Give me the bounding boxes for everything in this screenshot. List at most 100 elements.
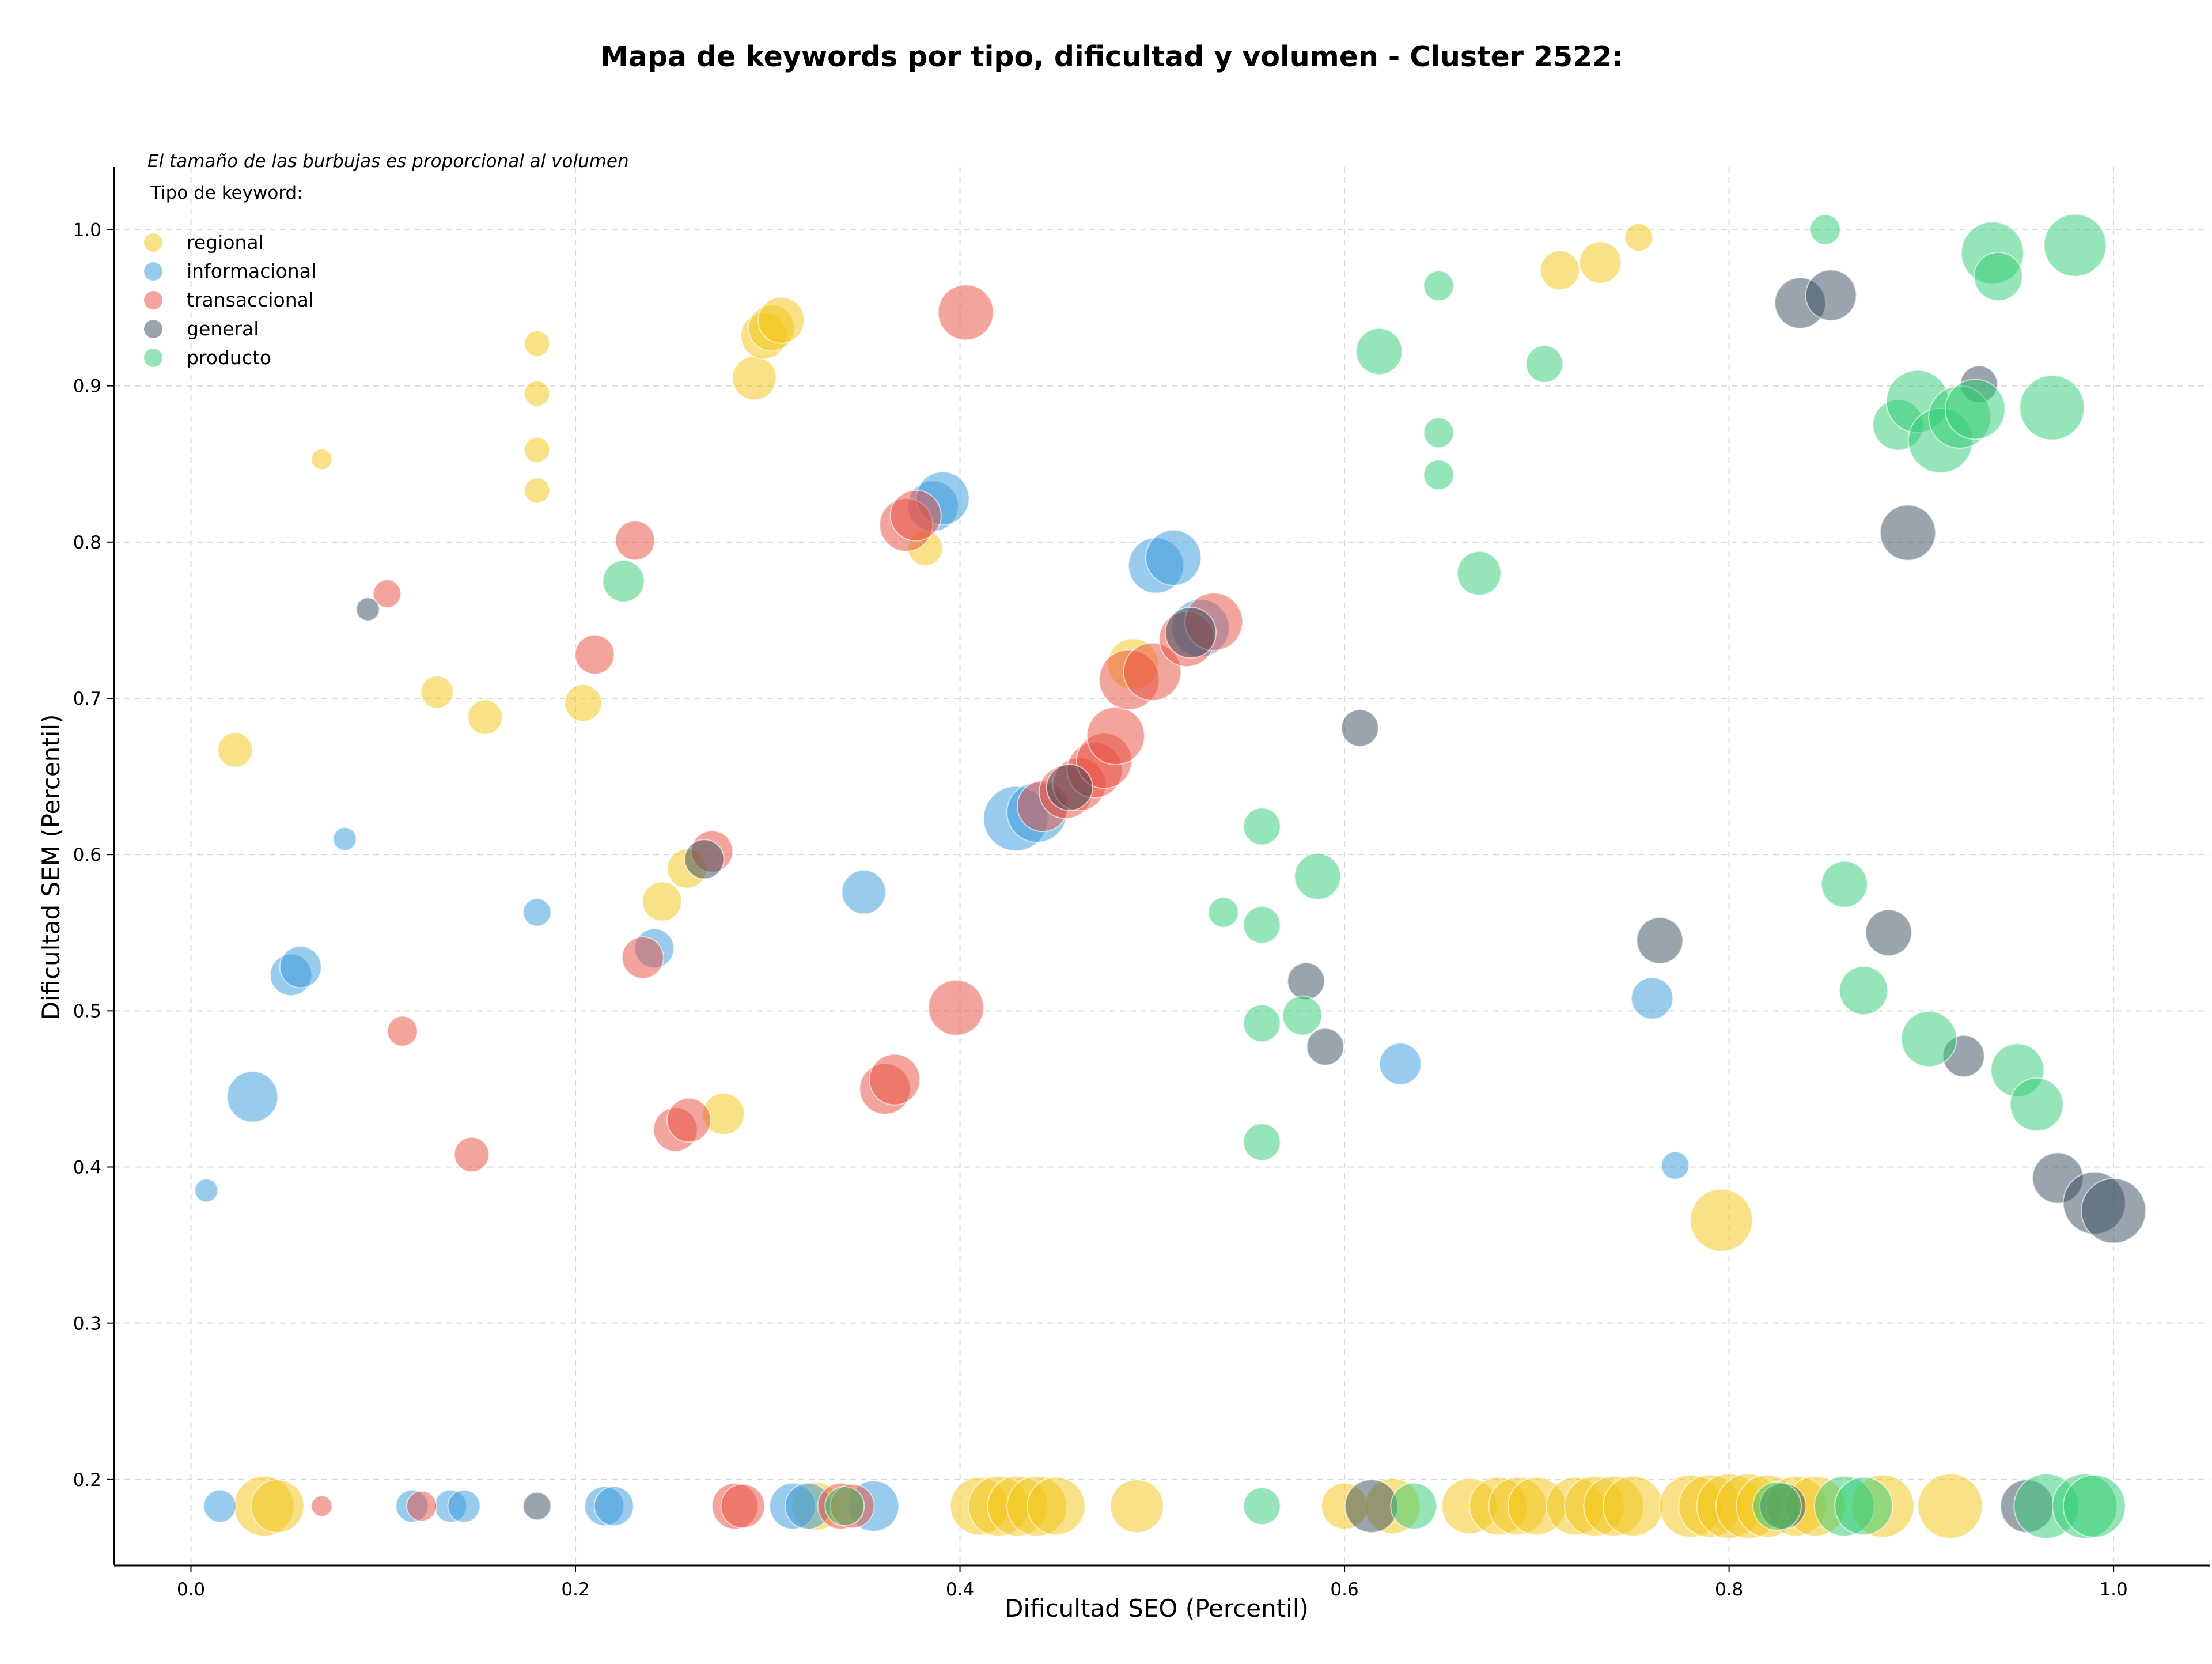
bubble-regional [524, 330, 551, 357]
bubble-transaccional [927, 979, 984, 1036]
y-tick-label: 0.7 [73, 689, 101, 709]
bubble-producto [1282, 995, 1323, 1036]
bubble-general [1306, 1027, 1344, 1066]
y-axis-label: Dificultad SEM (Percentil) [37, 714, 65, 1020]
bubble-informacional [332, 827, 357, 852]
bubble-transaccional [1086, 706, 1145, 766]
legend: regional informacional transaccional genera… [144, 231, 316, 369]
bubble-transaccional [372, 579, 402, 608]
bubble-producto [1243, 1123, 1281, 1162]
bubble-producto [1243, 906, 1281, 944]
bubble-regional [524, 380, 551, 407]
bubble-producto [1820, 860, 1868, 908]
bubble-size-note: El tamaño de las burbujas es proporciona… [147, 151, 629, 172]
series-transaccional [310, 284, 1244, 1530]
x-axis-label: Dificultad SEO (Percentil) [1005, 1594, 1309, 1623]
bubble-informacional [1145, 529, 1202, 586]
bubble-general [1344, 1478, 1399, 1533]
bubble-general [1046, 763, 1093, 811]
bubble-transaccional [615, 520, 656, 561]
legend-title: Tipo de keyword: [150, 183, 303, 203]
bubble-general [1287, 962, 1325, 1000]
bubble-producto [1207, 897, 1239, 928]
bubble-producto [1973, 251, 2023, 301]
bubble-producto [1423, 270, 1455, 302]
bubble-general [684, 839, 725, 880]
bubble-regional [1109, 1478, 1164, 1533]
bubble-producto [824, 1485, 865, 1526]
bubble-producto [1355, 327, 1403, 375]
bubble-regional [642, 881, 683, 922]
bubble-regional [524, 436, 551, 463]
legend-marker-informacional [144, 262, 162, 281]
bubble-transaccional [720, 1483, 766, 1529]
bubble-informacional [194, 1178, 219, 1203]
bubble-producto [2019, 375, 2085, 441]
bubble-regional [564, 684, 603, 723]
x-tick-label: 0.2 [561, 1579, 589, 1600]
bubble-general [1879, 504, 1936, 561]
bubble-producto [1752, 1481, 1802, 1531]
bubble-producto [1423, 459, 1455, 491]
bubble-general [1805, 269, 1857, 322]
bubble-regional [420, 675, 454, 709]
legend-label-producto: producto [187, 346, 271, 369]
series-producto [602, 213, 2126, 1539]
bubble-transaccional [453, 1136, 490, 1173]
legend-marker-general [144, 320, 162, 338]
bubble-producto [1809, 214, 1841, 245]
bubble-transaccional [574, 634, 615, 675]
legend-label-informacional: informacional [187, 260, 316, 282]
bubble-producto [1944, 379, 2006, 440]
y-tick-label: 0.3 [73, 1314, 101, 1334]
bubble-informacional [1661, 1151, 1690, 1180]
y-tick-label: 0.6 [73, 845, 101, 865]
bubble-producto [1525, 345, 1564, 383]
x-tick-label: 0.4 [946, 1579, 974, 1600]
bubble-producto [1243, 1487, 1281, 1525]
bubble-regional [524, 477, 551, 504]
bubble-transaccional [889, 489, 942, 542]
ticks: 0.0 0.2 0.4 0.6 0.8 1.0 0.2 0.3 0.4 0.5 0.6 0.7 0.8 0… [73, 220, 2128, 1600]
x-tick-label: 0.6 [1330, 1579, 1358, 1600]
bubble-producto [1900, 1011, 1957, 1068]
x-tick-label: 0.8 [1715, 1579, 1743, 1600]
bubble-transaccional [406, 1490, 438, 1522]
bubble-transaccional [310, 1495, 333, 1517]
bubble-regional [1539, 249, 1580, 290]
legend-label-general: general [187, 317, 259, 340]
bubble-informacional [203, 1489, 237, 1523]
bubble-transaccional [387, 1015, 418, 1047]
bubble-producto [1839, 966, 1889, 1016]
y-tick-label: 0.5 [73, 1001, 101, 1022]
x-tick-label: 0.0 [177, 1579, 205, 1600]
axes [113, 167, 2210, 1567]
bubble-producto [1390, 1482, 1438, 1530]
bubble-producto [2043, 213, 2107, 277]
bubble-informacional [841, 869, 887, 915]
bubble-general [1165, 607, 1217, 659]
bubble-producto [2009, 1077, 2064, 1132]
bubble-informacional [447, 1489, 481, 1523]
bubble-general [1340, 709, 1379, 747]
x-tick-label: 1.0 [2099, 1579, 2127, 1600]
bubble-general [1636, 917, 1684, 965]
series-regional [217, 223, 1983, 1539]
bubble-producto [1294, 853, 1342, 901]
series-general [355, 269, 2147, 1533]
chart-title: Mapa de keywords por tipo, dificultad y … [600, 40, 1623, 73]
legend-marker-regional [144, 233, 162, 252]
bubble-regional [250, 1478, 305, 1533]
y-tick-label: 0.9 [73, 376, 101, 397]
bubble-regional [1624, 223, 1653, 252]
bubble-producto [1243, 1004, 1281, 1043]
bubble-producto [1423, 417, 1455, 448]
bubbles [194, 213, 2147, 1539]
bubble-general [1865, 909, 1912, 956]
bubble-informacional [279, 946, 322, 989]
legend-label-regional: regional [187, 231, 264, 254]
bubble-regional [1578, 241, 1622, 284]
bubble-transaccional [937, 284, 994, 341]
y-tick-label: 1.0 [73, 220, 101, 240]
